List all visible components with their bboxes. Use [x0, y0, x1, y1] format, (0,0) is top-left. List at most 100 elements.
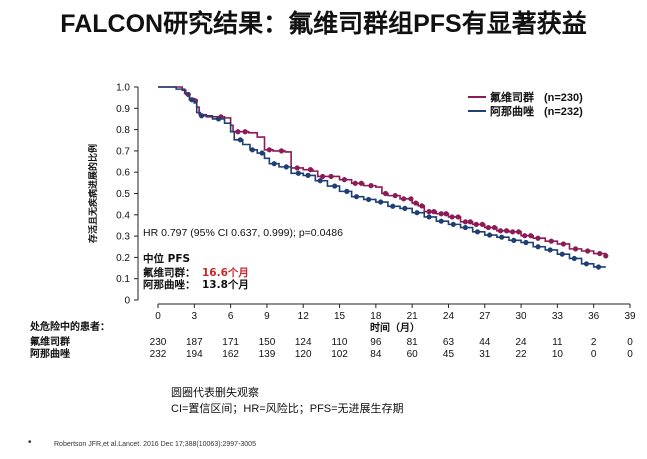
x-axis-label: 时间（月） — [370, 321, 420, 334]
x-tick-label: 0 — [155, 311, 161, 322]
censor-mark-fulvestrant — [473, 221, 479, 227]
censor-mark-anastrozole — [511, 237, 517, 243]
reference-bullet: • — [28, 437, 32, 448]
censor-mark-anastrozole — [365, 196, 372, 203]
censor-mark-fulvestrant — [358, 180, 364, 186]
censor-mark-fulvestrant — [278, 148, 285, 154]
censor-mark-fulvestrant — [352, 180, 358, 186]
risk-table-row-label: 阿那曲唑 — [30, 347, 70, 360]
censor-mark-fulvestrant — [585, 248, 591, 254]
risk-table-cell: 45 — [443, 349, 455, 360]
median-pfs-title: 中位 PFS — [143, 252, 190, 265]
censor-mark-fulvestrant — [449, 214, 455, 220]
censor-mark-fulvestrant — [438, 211, 444, 217]
y-tick-label: 0.7 — [116, 146, 130, 157]
x-tick-label: 9 — [264, 311, 270, 322]
legend-n-anastrozole: (n=232) — [544, 106, 583, 118]
risk-table-cell: 0 — [627, 337, 633, 348]
median-pfs-label: 氟维司群： — [143, 266, 196, 279]
censor-mark-fulvestrant — [368, 183, 374, 189]
risk-table-cell: 63 — [443, 337, 455, 348]
censor-mark-anastrozole — [353, 194, 360, 200]
censor-mark-anastrozole — [559, 251, 565, 257]
censor-mark-anastrozole — [198, 113, 205, 119]
censor-mark-anastrozole — [344, 188, 350, 194]
censor-mark-anastrozole — [499, 234, 505, 240]
censor-mark-anastrozole — [332, 183, 338, 189]
x-tick-label: 36 — [588, 311, 600, 322]
censor-mark-fulvestrant — [382, 190, 389, 197]
x-tick-label: 3 — [192, 311, 198, 322]
abbreviation-note: CI=置信区间；HR=风险比；PFS=无进展生存期 — [171, 403, 404, 415]
censor-mark-anastrozole — [487, 232, 493, 238]
median-pfs-value: 13.8个月 — [202, 278, 249, 291]
risk-table-cell: 124 — [295, 337, 312, 348]
censor-mark-fulvestrant — [235, 129, 241, 135]
x-tick-label: 6 — [228, 311, 234, 322]
censor-mark-fulvestrant — [426, 209, 432, 215]
censor-mark-anastrozole — [259, 150, 265, 156]
y-tick-label: 0 — [124, 296, 130, 307]
censor-mark-fulvestrant — [510, 229, 516, 235]
y-tick-label: 1.0 — [116, 83, 130, 94]
y-axis-label: 存活且无疾病进展的比例 — [87, 144, 99, 243]
censor-mark-anastrozole — [378, 199, 384, 205]
risk-table-cell: 194 — [186, 349, 203, 360]
risk-table-cell: 2 — [591, 337, 597, 348]
x-tick-label: 27 — [479, 311, 491, 322]
risk-table-cell: 139 — [259, 349, 276, 360]
hr-annotation: HR 0.797 (95% CI 0.637, 0.999); p=0.0486 — [143, 227, 343, 239]
censor-mark-anastrozole — [317, 178, 323, 184]
censor-mark-fulvestrant — [572, 246, 579, 252]
censor-mark-anastrozole — [571, 255, 577, 262]
censor-mark-fulvestrant — [516, 229, 522, 235]
median-pfs-label: 阿那曲唑： — [143, 278, 196, 291]
censor-mark-anastrozole — [474, 229, 481, 235]
censor-mark-fulvestrant — [497, 228, 504, 234]
censor-mark-fulvestrant — [485, 224, 492, 231]
x-tick-label: 21 — [407, 311, 419, 322]
y-tick-label: 0.6 — [116, 168, 130, 179]
censor-mark-fulvestrant — [443, 211, 449, 217]
y-tick-label: 0.5 — [116, 189, 130, 200]
censor-mark-anastrozole — [414, 210, 420, 216]
censor-note: 圆圈代表删失观察 — [171, 387, 259, 399]
risk-table-title: 处危险中的患者： — [29, 320, 110, 333]
risk-table-cell: 0 — [627, 349, 633, 360]
censor-mark-fulvestrant — [319, 173, 326, 180]
y-tick-label: 0.8 — [116, 125, 130, 136]
censor-mark-fulvestrant — [503, 228, 510, 234]
risk-table-cell: 31 — [479, 349, 491, 360]
x-tick-label: 24 — [443, 311, 455, 322]
censor-mark-fulvestrant — [294, 165, 300, 171]
censor-mark-fulvestrant — [491, 224, 498, 231]
risk-table-row-label: 氟维司群 — [30, 335, 70, 348]
risk-table-cell: 10 — [552, 349, 564, 360]
censor-mark-fulvestrant — [392, 193, 398, 199]
censor-mark-anastrozole — [283, 164, 289, 170]
censor-mark-fulvestrant — [467, 219, 473, 225]
censor-mark-anastrozole — [535, 244, 541, 250]
censor-mark-fulvestrant — [401, 196, 407, 202]
x-tick-label: 12 — [298, 311, 310, 322]
censor-mark-anastrozole — [450, 221, 456, 227]
censor-mark-anastrozole — [523, 239, 529, 246]
reference-citation: Robertson JFR,et al.Lancet. 2016 Dec 17;… — [54, 441, 256, 448]
censor-mark-anastrozole — [189, 97, 195, 103]
slide-title: FALCON研究结果：氟维司群组PFS有显著获益 — [60, 10, 587, 38]
censor-mark-anastrozole — [438, 218, 444, 224]
risk-table-cell: 11 — [552, 337, 563, 348]
risk-table-cell: 96 — [370, 337, 382, 348]
censor-mark-anastrozole — [271, 161, 277, 167]
censor-mark-anastrozole — [295, 170, 301, 176]
risk-table-cell: 102 — [331, 349, 348, 360]
legend-label-fulvestrant: 氟维司群 — [490, 90, 534, 104]
y-tick-label: 0.1 — [116, 274, 130, 285]
censor-mark-fulvestrant — [560, 241, 567, 247]
x-tick-label: 30 — [516, 311, 528, 322]
censor-mark-anastrozole — [595, 264, 602, 270]
y-tick-label: 0.3 — [116, 232, 130, 243]
risk-table-cell: 84 — [370, 349, 382, 360]
x-tick-label: 15 — [334, 311, 346, 322]
x-tick-label: 39 — [624, 311, 636, 322]
